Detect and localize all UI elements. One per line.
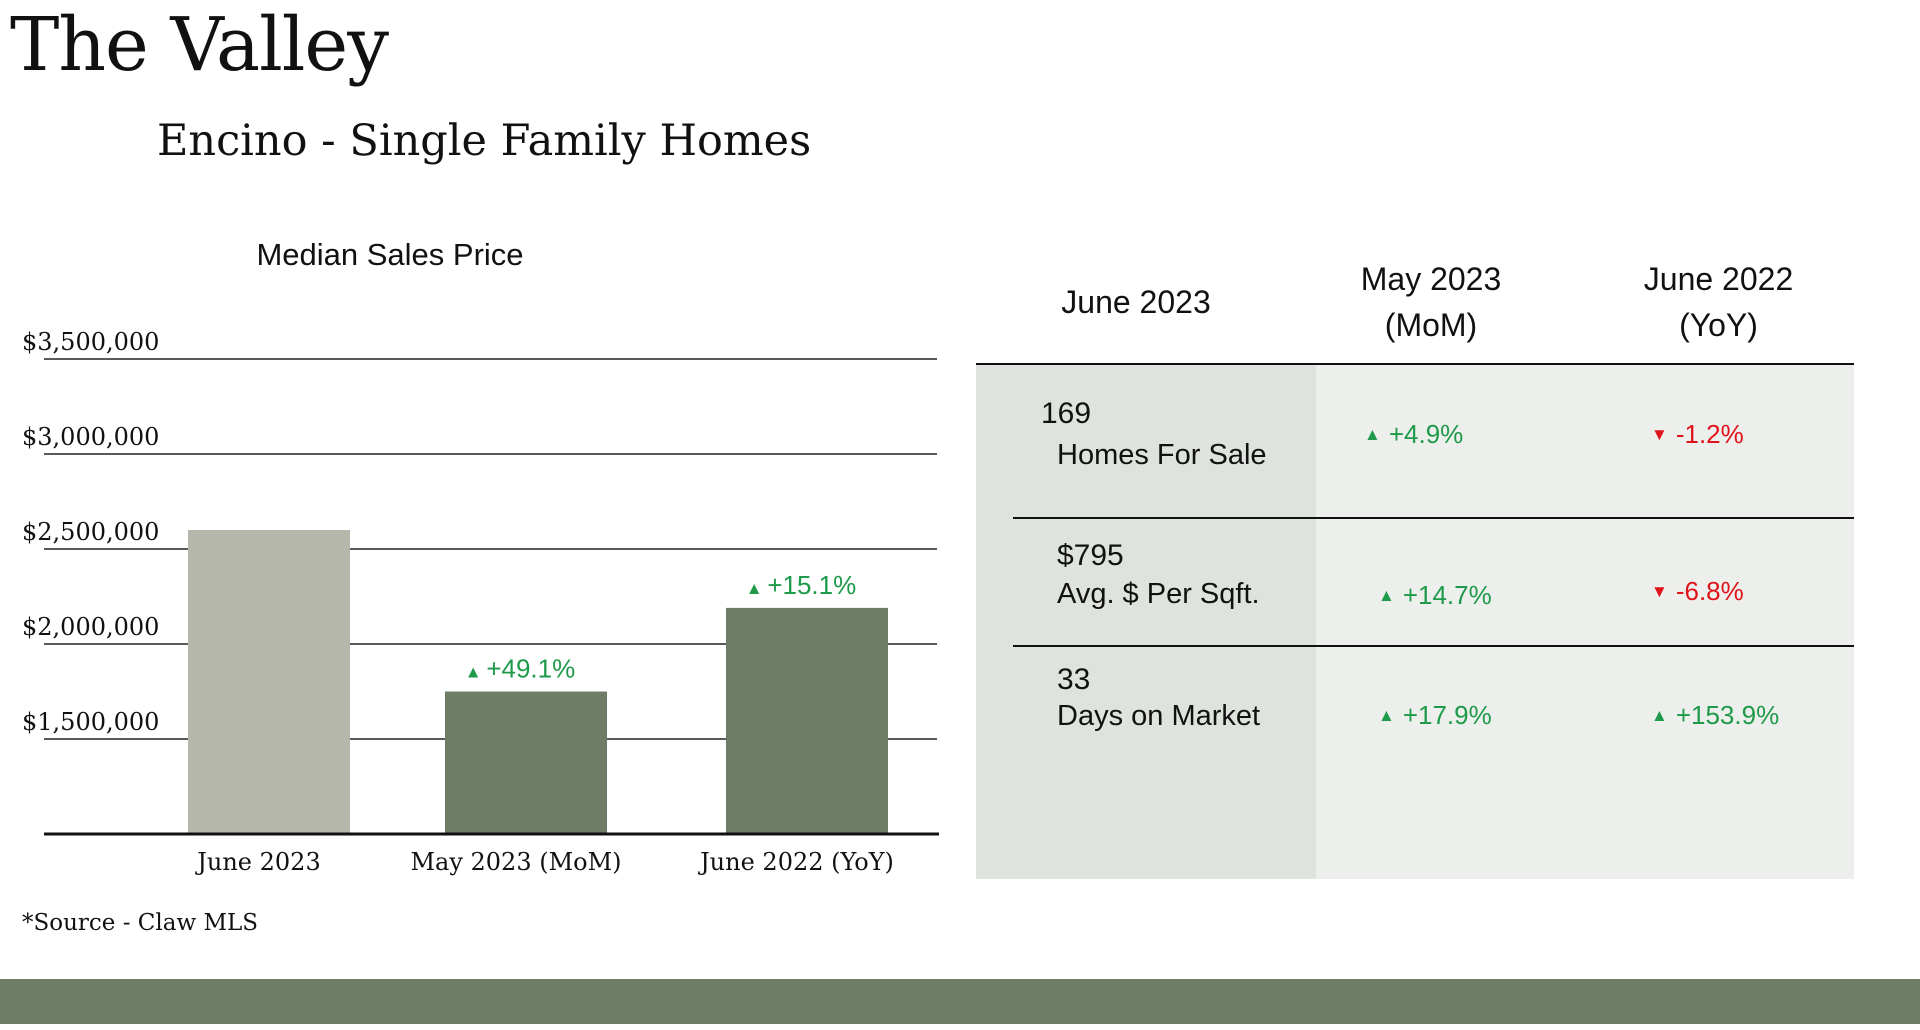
days-on-market-yoy-change: ▲ +153.9% <box>1651 700 1779 731</box>
change-value: +14.7% <box>1402 580 1492 610</box>
avg-price-per-sqft-value: $795 <box>1057 539 1124 572</box>
days-on-market-value: 33 <box>1057 663 1091 696</box>
source-note: *Source - Claw MLS <box>22 910 259 936</box>
days-on-market-label: Days on Market <box>1057 700 1261 732</box>
data-label: ▲ +15.1% <box>746 570 856 600</box>
column-header-line2: (YoY) <box>1679 307 1758 343</box>
triangle-down-icon: ▼ <box>1651 582 1668 601</box>
bar <box>188 530 350 834</box>
avg-price-per-sqft-mom-change: ▲ +14.7% <box>1378 580 1492 611</box>
column-header-yoy: June 2022 (YoY) <box>1586 256 1851 348</box>
bar <box>445 691 607 834</box>
y-tick-label: $3,000,000 <box>22 423 159 451</box>
triangle-up-icon: ▲ <box>1378 706 1395 725</box>
header-divider <box>976 363 1854 365</box>
page-title: The Valley <box>10 2 389 88</box>
homes-for-sale-mom-change: ▲ +4.9% <box>1364 419 1463 450</box>
column-header-mom: May 2023 (MoM) <box>1306 256 1556 348</box>
y-tick-label: $1,500,000 <box>22 708 159 736</box>
triangle-up-icon: ▲ <box>465 663 487 682</box>
column-header-line1: May 2023 <box>1360 261 1502 297</box>
x-tick-label: June 2022 (YoY) <box>697 848 894 876</box>
x-tick-label: May 2023 (MoM) <box>410 848 621 876</box>
column-header-line1: June 2022 <box>1643 261 1794 297</box>
avg-price-per-sqft-yoy-change: ▼ -6.8% <box>1651 576 1744 607</box>
triangle-up-icon: ▲ <box>1651 706 1668 725</box>
chart-title: Median Sales Price <box>256 237 524 272</box>
y-tick-label: $2,500,000 <box>22 518 159 546</box>
change-value: -6.8% <box>1675 576 1744 606</box>
triangle-up-icon: ▲ <box>1364 425 1381 444</box>
row-divider <box>1013 517 1854 519</box>
table-column-yoy-bg <box>1561 365 1854 879</box>
avg-price-per-sqft-label: Avg. $ Per Sqft. <box>1057 578 1260 610</box>
data-label: ▲ +49.1% <box>465 654 575 684</box>
y-tick-label: $3,500,000 <box>22 328 159 356</box>
table-column-current-bg <box>976 365 1316 879</box>
table-column-mom-bg <box>1316 365 1561 879</box>
x-tick-label: June 2023 <box>194 848 320 876</box>
homes-for-sale-yoy-change: ▼ -1.2% <box>1651 419 1744 450</box>
homes-for-sale-label: Homes For Sale <box>1057 439 1267 471</box>
triangle-up-icon: ▲ <box>1378 586 1395 605</box>
triangle-up-icon: ▲ <box>746 579 768 598</box>
change-value: +153.9% <box>1675 700 1780 730</box>
change-value: +17.9% <box>1402 700 1492 730</box>
row-divider <box>1013 645 1854 647</box>
change-value: +4.9% <box>1388 419 1464 449</box>
y-tick-label: $2,000,000 <box>22 613 159 641</box>
bar <box>726 607 888 834</box>
homes-for-sale-value: 169 <box>1041 397 1092 430</box>
footer-band <box>0 979 1920 1024</box>
change-value: -1.2% <box>1675 419 1744 449</box>
column-header-line1: June 2023 <box>1061 284 1211 320</box>
column-header-current: June 2023 <box>996 279 1276 325</box>
column-header-line2: (MoM) <box>1384 307 1478 343</box>
median-sales-price-chart: $1,500,000 $2,000,000 $2,500,000 $3,000,000… <box>22 328 939 876</box>
data-label-value: +49.1% <box>486 654 575 684</box>
triangle-down-icon: ▼ <box>1651 425 1668 444</box>
page-subtitle: Encino - Single Family Homes <box>157 116 812 166</box>
data-label-value: +15.1% <box>767 570 856 600</box>
days-on-market-mom-change: ▲ +17.9% <box>1378 700 1492 731</box>
